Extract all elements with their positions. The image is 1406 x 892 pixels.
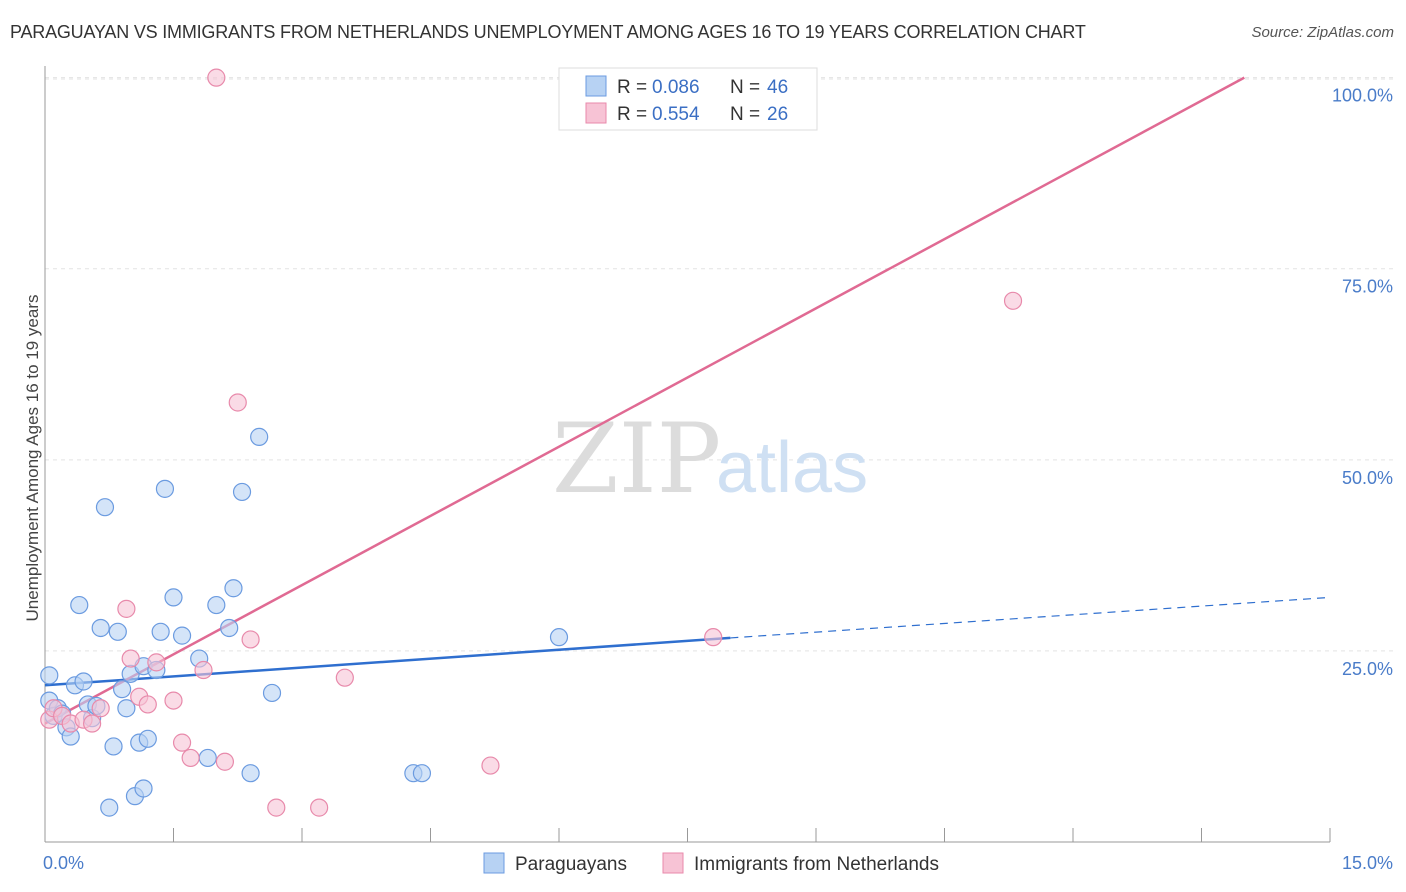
legend-n-value-1: 46 [767,77,788,98]
series-legend: Paraguayans Immigrants from Netherlands [483,852,939,875]
point-paraguayans-39 [262,683,282,703]
point-paraguayans-17 [108,622,127,641]
y-tick-label-0: 25.0% [1342,659,1393,679]
point-paraguayans-19 [117,699,136,718]
point-paraguayans-38 [250,427,269,446]
y-axis-title: Unemployment Among Ages 16 to 19 years [23,295,42,622]
point-netherlands-11 [147,653,166,672]
series-legend-swatch-paraguayans [483,852,505,874]
point-paraguayans-30 [172,626,192,645]
legend-r-label-2: R = [617,104,647,125]
point-netherlands-8 [121,649,140,668]
y-tick-label-3: 100.0% [1332,86,1393,106]
series-legend-label-paraguayans: Paraguayans [515,854,627,875]
point-netherlands-17 [215,752,234,771]
legend-n-value-2: 26 [767,104,788,125]
gridlines [45,77,1393,652]
point-paraguayans-18 [112,680,132,699]
point-paraguayans-35 [224,579,243,598]
point-paraguayans-23 [134,779,153,798]
legend-r-value-1: 0.086 [652,77,700,98]
point-netherlands-13 [172,733,192,752]
tick-labels: 25.0% 50.0% 75.0% 100.0% [1332,86,1393,679]
point-paraguayans-9 [74,672,93,691]
point-netherlands-25 [1003,291,1023,310]
point-paraguayans-28 [155,479,175,498]
legend-swatch-paraguayans [585,75,607,97]
legend-n-label-2: N = [730,104,760,125]
point-netherlands-15 [194,660,213,680]
point-netherlands-12 [164,691,183,710]
point-netherlands-16 [207,68,226,87]
point-paraguayans-41 [412,764,432,783]
point-paraguayans-42 [549,628,569,647]
chart-title: PARAGUAYAN VS IMMIGRANTS FROM NETHERLAND… [10,22,1086,42]
point-paraguayans-16 [104,737,123,756]
legend-box: R = 0.086 N = 46 R = 0.554 N = 26 [558,67,818,131]
point-netherlands-6 [91,699,110,718]
point-paraguayans-13 [91,618,110,638]
legend-r-label-1: R = [617,77,647,98]
legend-r-value-2: 0.554 [652,104,700,125]
x-tick-max: 15.0% [1342,853,1393,873]
point-paraguayans-29 [164,588,183,607]
point-paraguayans-15 [100,798,119,817]
point-netherlands-19 [241,630,260,649]
point-paraguayans-27 [151,622,170,641]
y-tick-label-2: 75.0% [1342,277,1393,297]
point-netherlands-24 [704,628,723,647]
x-tick-min: 0.0% [43,853,84,873]
point-paraguayans-8 [70,595,89,615]
trend-line-netherlands [44,76,1245,725]
point-paraguayans-34 [220,618,239,638]
y-tick-label-1: 50.0% [1342,468,1393,488]
point-paraguayans-0 [40,666,59,685]
point-paraguayans-33 [207,595,226,615]
point-paraguayans-37 [241,764,260,783]
watermark-atlas: atlas [716,428,868,508]
point-netherlands-21 [310,798,329,817]
legend-swatch-netherlands [585,102,607,124]
trend-line-paraguayans-extension [730,596,1331,639]
point-paraguayans-14 [95,498,115,517]
point-netherlands-7 [117,599,136,618]
point-netherlands-14 [181,748,200,768]
point-paraguayans-32 [198,748,217,768]
point-netherlands-5 [83,714,102,733]
watermark-zip: ZIP [552,403,721,515]
point-netherlands-10 [138,695,157,714]
point-paraguayans-25 [138,729,157,748]
point-netherlands-18 [228,393,247,412]
legend-n-label-1: N = [730,77,760,98]
series-legend-swatch-netherlands [662,852,684,874]
point-netherlands-20 [267,798,286,817]
data-points [40,68,1023,817]
point-paraguayans-36 [232,482,252,502]
source-credit: Source: ZipAtlas.com [1251,24,1394,41]
series-legend-label-netherlands: Immigrants from Netherlands [694,854,939,875]
point-netherlands-22 [335,668,354,687]
point-netherlands-23 [481,756,500,775]
